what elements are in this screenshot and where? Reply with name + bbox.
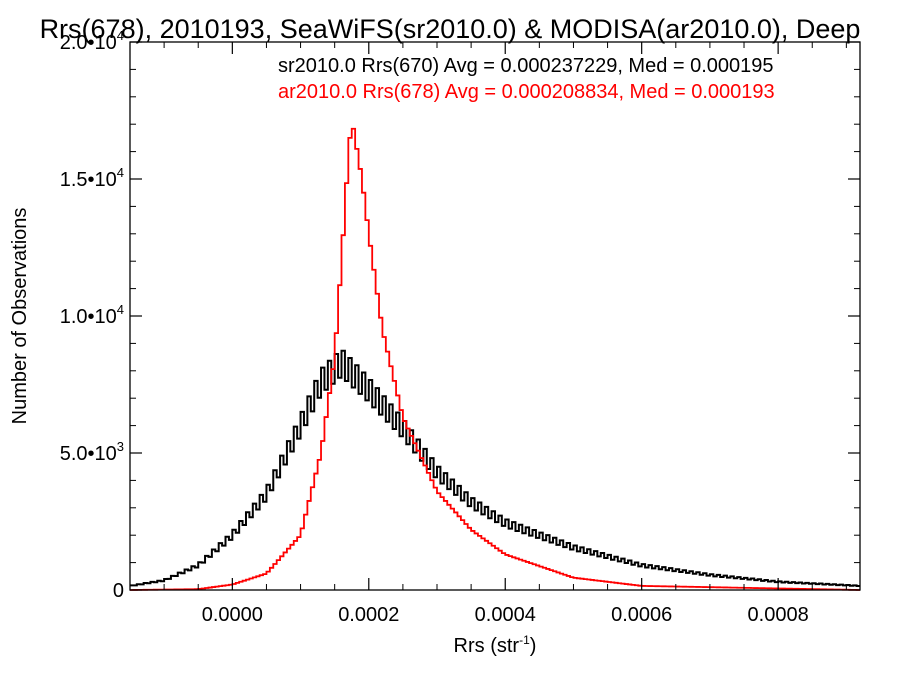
histogram-series-1 xyxy=(130,127,860,591)
legend-entry-sr2010: sr2010.0 Rrs(670) Avg = 0.000237229, Med… xyxy=(278,55,774,77)
tick-layer: 0.0000 0.0002 0.0004 0.0006 0.0008 0 5.0•103 1.… xyxy=(60,28,860,626)
y-tick-label: 0 xyxy=(113,580,124,602)
x-axis-label-sup: -1 xyxy=(519,633,530,647)
chart-title: Rrs(678), 2010193, SeaWiFS(sr2010.0) & M… xyxy=(40,14,861,44)
x-tick-label: 0.0004 xyxy=(475,604,536,626)
legend-entry-ar2010: ar2010.0 Rrs(678) Avg = 0.000208834, Med… xyxy=(278,81,775,103)
x-axis-label-main: Rrs (str xyxy=(454,635,520,657)
y-tick-label: 2.0•104 xyxy=(60,28,124,54)
x-tick-label: 0.0000 xyxy=(202,604,263,626)
x-tick-label: 0.0006 xyxy=(611,604,672,626)
y-axis-label: Number of Observations xyxy=(9,208,31,425)
x-tick-label: 0.0008 xyxy=(748,604,809,626)
y-tick-label: 1.5•104 xyxy=(60,165,124,191)
x-axis-label: Rrs (str-1) xyxy=(454,633,537,657)
histogram-series-0 xyxy=(130,349,860,588)
y-tick-label: 1.0•104 xyxy=(60,302,124,328)
y-tick-label: 5.0•103 xyxy=(60,439,124,465)
x-tick-label: 0.0002 xyxy=(338,604,399,626)
x-axis-label-end: ) xyxy=(530,635,537,657)
series-layer xyxy=(130,127,860,591)
plot-frame xyxy=(129,41,861,591)
